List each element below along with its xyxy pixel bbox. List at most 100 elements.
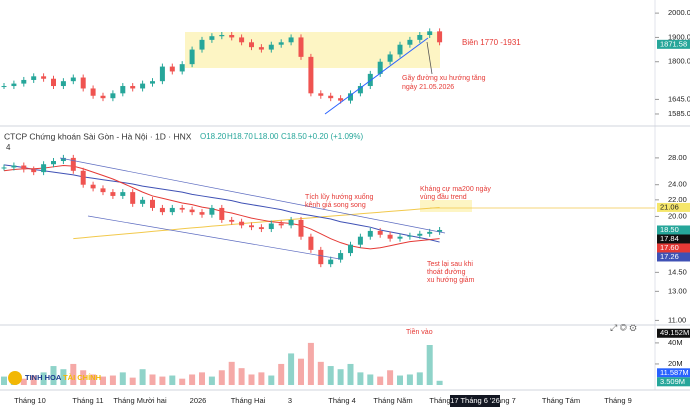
price-label-box bbox=[657, 328, 690, 338]
candle bbox=[41, 76, 47, 79]
volume-bar bbox=[90, 374, 97, 385]
volume-bar bbox=[307, 342, 314, 385]
volume-bar bbox=[347, 363, 354, 385]
candle bbox=[21, 79, 27, 84]
annotation: Biên 1770 -1931 bbox=[462, 38, 521, 47]
candle bbox=[100, 95, 106, 99]
candle bbox=[298, 219, 304, 237]
candle bbox=[199, 212, 205, 215]
volume-bar bbox=[288, 353, 295, 385]
annotation: xu hướng giảm bbox=[427, 277, 475, 284]
candle bbox=[268, 44, 274, 50]
candle bbox=[387, 54, 393, 62]
ohlc-value: +0.20 (+1.09%) bbox=[308, 132, 363, 141]
volume-bar bbox=[70, 363, 77, 385]
volume-bar bbox=[406, 374, 413, 385]
candle bbox=[338, 253, 344, 260]
price-label: 17.60 bbox=[660, 243, 679, 252]
candle bbox=[169, 66, 175, 72]
candle bbox=[110, 93, 116, 99]
y-tick-label: 20.00 bbox=[668, 211, 687, 220]
candle bbox=[387, 234, 393, 239]
candle bbox=[288, 37, 294, 43]
candle bbox=[209, 207, 215, 215]
candle bbox=[288, 219, 294, 226]
channel-line bbox=[59, 157, 446, 234]
ohlc-value: H18.70 bbox=[227, 132, 253, 141]
price-label-box bbox=[657, 243, 690, 253]
candle bbox=[298, 37, 304, 57]
x-tick-label: Tháng Hai bbox=[231, 396, 266, 405]
volume-bar bbox=[30, 375, 37, 385]
y-tick-label: 13.00 bbox=[668, 286, 687, 295]
price-label: 11.587M bbox=[660, 368, 689, 377]
candle bbox=[219, 207, 225, 220]
candle bbox=[258, 227, 264, 230]
candle bbox=[21, 165, 27, 170]
volume-bar bbox=[377, 376, 384, 385]
candle bbox=[120, 192, 126, 196]
candle bbox=[348, 244, 353, 254]
volume-bar bbox=[278, 363, 285, 385]
price-label: 1871.58 bbox=[660, 39, 687, 48]
price-label: 21.06 bbox=[660, 202, 679, 211]
x-tick-label: Tháng Mười hai bbox=[113, 396, 167, 405]
y-tick-label: 20M bbox=[668, 359, 683, 368]
volume-bar bbox=[199, 372, 205, 385]
arrow bbox=[426, 41, 433, 75]
candle bbox=[348, 93, 353, 101]
ohlc-value: O18.20 bbox=[200, 132, 227, 141]
candle bbox=[407, 235, 413, 237]
channel-line bbox=[87, 215, 341, 260]
x-tick-label: Tháng Năm bbox=[373, 396, 412, 405]
annotation: Tích lũy hướng xuống bbox=[305, 192, 374, 201]
volume-bar bbox=[20, 378, 27, 385]
candle bbox=[239, 221, 245, 226]
logo-name: TINH HOA TÀI CHÍNH bbox=[25, 373, 101, 382]
annotation: Gãy đường xu hướng tăng bbox=[402, 75, 486, 82]
price-label: 3.509M bbox=[660, 377, 685, 386]
x-tick-label: 3 bbox=[288, 396, 292, 405]
candle bbox=[159, 207, 165, 213]
annotation: kênh giá song song bbox=[305, 202, 366, 209]
trend-line bbox=[324, 37, 429, 115]
y-tick-label: 1645.00 bbox=[668, 94, 690, 103]
volume-bar bbox=[367, 374, 374, 385]
symbol-title: CTCP Chứng khoán Sài Gòn - Hà Nội · 1D ·… bbox=[4, 131, 192, 141]
candle bbox=[150, 199, 155, 208]
candle bbox=[219, 34, 225, 37]
volume-bar bbox=[416, 372, 423, 385]
candle bbox=[189, 49, 195, 65]
candle bbox=[70, 77, 76, 82]
panel-controls[interactable]: ⤢ ◎ ⚙ bbox=[609, 322, 637, 332]
candle bbox=[31, 169, 37, 173]
annotation: ngày 21.05.2026 bbox=[402, 84, 454, 91]
candle bbox=[417, 233, 423, 236]
volume-bar bbox=[100, 376, 106, 385]
volume-bar bbox=[109, 375, 116, 385]
candle bbox=[357, 236, 363, 245]
candle bbox=[229, 34, 235, 38]
volume-bar bbox=[139, 369, 146, 385]
candle bbox=[169, 207, 175, 213]
volume-bar bbox=[40, 372, 47, 385]
y-tick-label: 14.50 bbox=[668, 267, 687, 276]
volume-bar bbox=[129, 377, 136, 385]
volume-bar bbox=[397, 375, 403, 385]
volume-bar bbox=[208, 376, 215, 385]
candle bbox=[278, 42, 284, 45]
candle bbox=[31, 76, 37, 80]
ohlc-value: L18.00 bbox=[254, 132, 279, 141]
candle bbox=[51, 78, 56, 87]
candle bbox=[239, 37, 245, 43]
candle bbox=[90, 184, 96, 189]
candle bbox=[1, 86, 7, 88]
volume-bar bbox=[298, 358, 304, 385]
price-label-box bbox=[657, 252, 690, 262]
volume-bar bbox=[218, 370, 225, 385]
volume-bar bbox=[387, 370, 394, 385]
candle bbox=[249, 42, 254, 48]
moving-average bbox=[3, 164, 440, 243]
candle bbox=[60, 157, 66, 162]
